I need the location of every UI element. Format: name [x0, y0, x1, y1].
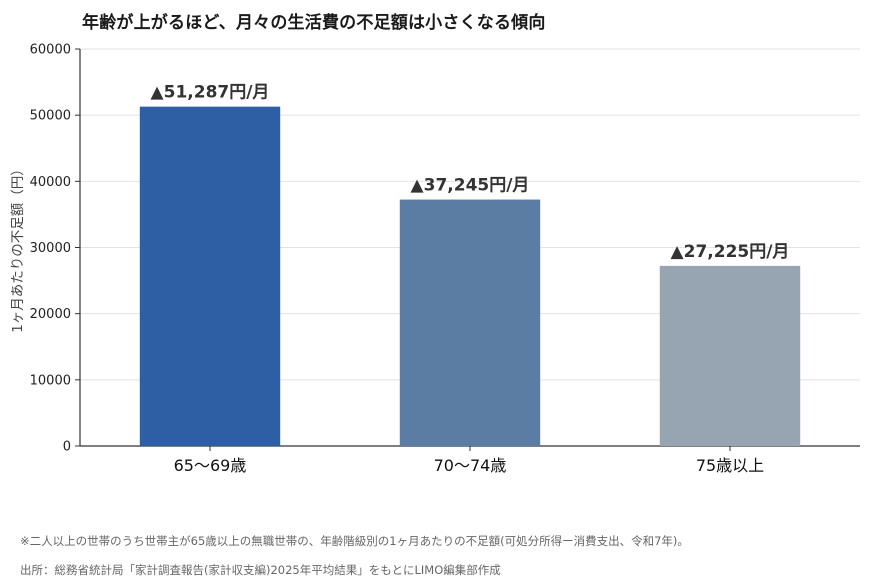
- y-tick-label: 0: [63, 440, 71, 455]
- x-tick-label: 70〜74歳: [434, 456, 507, 475]
- y-tick-label: 60000: [30, 43, 71, 58]
- source-note: 出所：総務省統計局「家計調査報告(家計収支編)2025年平均結果」をもとにLIM…: [20, 563, 501, 577]
- bar: [139, 106, 281, 447]
- y-tick-label: 40000: [30, 175, 71, 190]
- bars: [139, 106, 801, 447]
- chart-title: 年齢が上がるほど、月々の生活費の不足額は小さくなる傾向: [82, 13, 546, 33]
- bar: [399, 199, 541, 446]
- y-tick-label: 50000: [30, 109, 71, 124]
- x-tick-label: 75歳以上: [696, 456, 764, 475]
- data-labels: ▲51,287円/月 ▲37,245円/月 ▲27,225円/月: [151, 83, 790, 262]
- y-tick-label: 30000: [30, 241, 71, 256]
- y-tick-label: 20000: [30, 307, 71, 322]
- data-label: ▲37,245円/月: [411, 176, 530, 196]
- footnote: ※二人以上の世帯のうち世帯主が65歳以上の無職世帯の、年齢階級別の1ヶ月あたりの…: [20, 534, 689, 548]
- x-tick-label: 65〜69歳: [174, 456, 247, 475]
- y-axis-title-group: 1ヶ月あたりの不足額（円）: [10, 162, 26, 333]
- data-label: ▲27,225円/月: [671, 242, 790, 262]
- bar: [659, 265, 801, 446]
- y-tick-label: 10000: [30, 373, 71, 388]
- data-label: ▲51,287円/月: [151, 83, 270, 103]
- y-axis-title: 1ヶ月あたりの不足額（円）: [10, 162, 26, 333]
